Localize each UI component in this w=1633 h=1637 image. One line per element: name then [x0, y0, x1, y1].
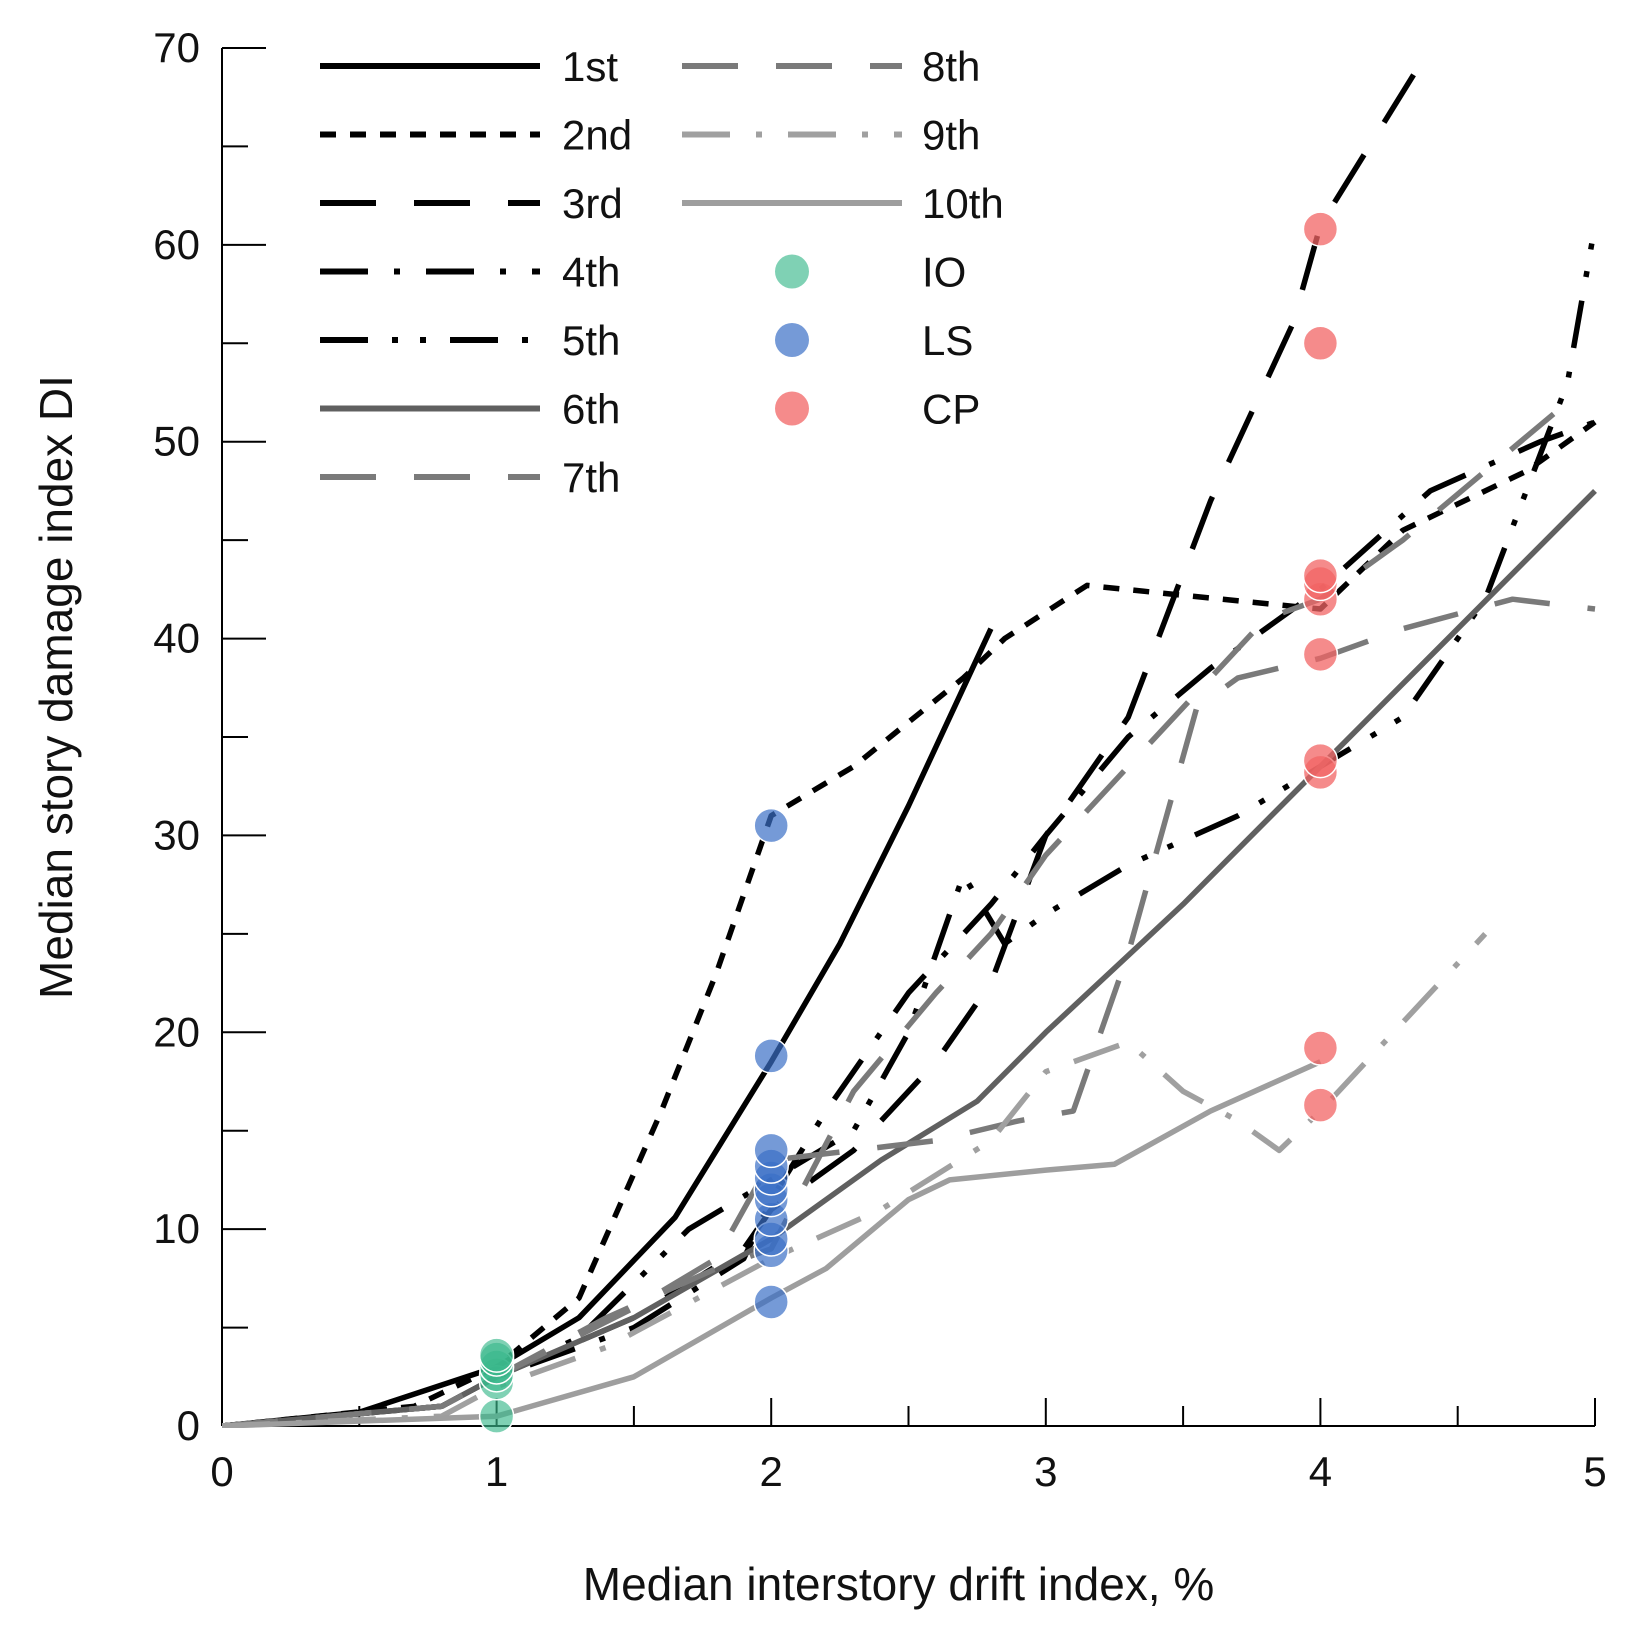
series-line-6th — [222, 488, 1597, 1428]
legend-item: IO — [775, 249, 966, 296]
legend-label: 2nd — [562, 112, 632, 159]
x-axis-title: Median interstory drift index, % — [583, 1558, 1215, 1610]
y-tick-label: 70 — [153, 24, 200, 71]
y-tick-label: 20 — [153, 1008, 200, 1055]
x-tick-label: 2 — [760, 1448, 783, 1495]
series-line-8th — [222, 400, 1570, 1428]
marker-CP — [1302, 1087, 1339, 1123]
marker-LS — [753, 1132, 789, 1169]
legend-item: 7th — [320, 454, 620, 501]
series-line-1st — [222, 627, 994, 1428]
legend-item: 5th — [320, 317, 620, 364]
legend-item: LS — [775, 317, 973, 364]
legend-label: 5th — [562, 317, 620, 364]
legend: 1st 2nd 3rd 4th 5th 6th 7th 8th 9th 10th IO LS CP — [320, 43, 1004, 501]
legend-item: CP — [775, 386, 980, 433]
series-line-3rd — [222, 46, 1433, 1428]
y-tick-label: 10 — [153, 1205, 200, 1252]
x-tick-label: 0 — [210, 1448, 233, 1495]
marker-IO — [478, 1398, 515, 1434]
legend-label: 9th — [922, 112, 980, 159]
y-axis-title: Median story damage index DI — [30, 375, 82, 999]
marker-LS — [753, 807, 789, 844]
marker-LS — [753, 1284, 789, 1320]
y-tick-label: 30 — [153, 811, 200, 858]
series-line-10th — [222, 1059, 1322, 1428]
legend-item: 6th — [320, 386, 620, 433]
series-line-5th — [222, 224, 1597, 1428]
legend-label: 7th — [562, 454, 620, 501]
marker-layer — [478, 211, 1339, 1434]
legend-label: CP — [922, 386, 980, 433]
marker-CP — [1302, 1030, 1339, 1066]
legend-label: 6th — [562, 386, 620, 433]
legend-label: 3rd — [562, 180, 623, 227]
series-line-4th — [222, 419, 1596, 1428]
legend-item: 4th — [320, 249, 620, 296]
legend-item: 10th — [682, 180, 1004, 227]
marker-CP — [1302, 211, 1339, 247]
legend-label: LS — [922, 317, 973, 364]
marker-IO — [478, 1337, 515, 1373]
legend-swatch-CP — [775, 391, 809, 426]
x-tick-label: 4 — [1309, 1448, 1332, 1495]
marker-CP — [1302, 325, 1339, 362]
legend-swatch-IO — [775, 254, 809, 289]
legend-label: IO — [922, 249, 966, 296]
legend-item: 1st — [320, 43, 618, 90]
x-tick-label: 3 — [1034, 1448, 1057, 1495]
x-tick-label: 1 — [485, 1448, 508, 1495]
legend-label: 10th — [922, 180, 1004, 227]
axes: 0 10 20 30 40 50 60 70 0 1 2 3 4 5 — [153, 24, 1606, 1495]
legend-label: 1st — [562, 43, 618, 90]
series-line-2nd — [222, 419, 1597, 1428]
marker-CP — [1302, 557, 1339, 594]
x-tick-label: 5 — [1583, 1448, 1606, 1495]
legend-label: 4th — [562, 249, 620, 296]
y-tick-label: 60 — [153, 221, 200, 268]
marker-CP — [1302, 636, 1339, 673]
marker-LS — [753, 1038, 789, 1074]
marker-CP — [1302, 742, 1339, 779]
legend-item: 3rd — [320, 180, 623, 227]
legend-label: 8th — [922, 43, 980, 90]
y-tick-label: 50 — [153, 418, 200, 465]
legend-item: 9th — [682, 112, 980, 159]
legend-swatch-LS — [775, 323, 809, 357]
series-layer — [222, 46, 1597, 1428]
series-line-9th — [222, 932, 1488, 1428]
legend-item: 8th — [682, 43, 980, 90]
y-tick-label: 40 — [153, 615, 200, 662]
y-tick-label: 0 — [177, 1402, 200, 1449]
series-line-7th — [222, 596, 1596, 1428]
legend-item: 2nd — [320, 112, 632, 159]
